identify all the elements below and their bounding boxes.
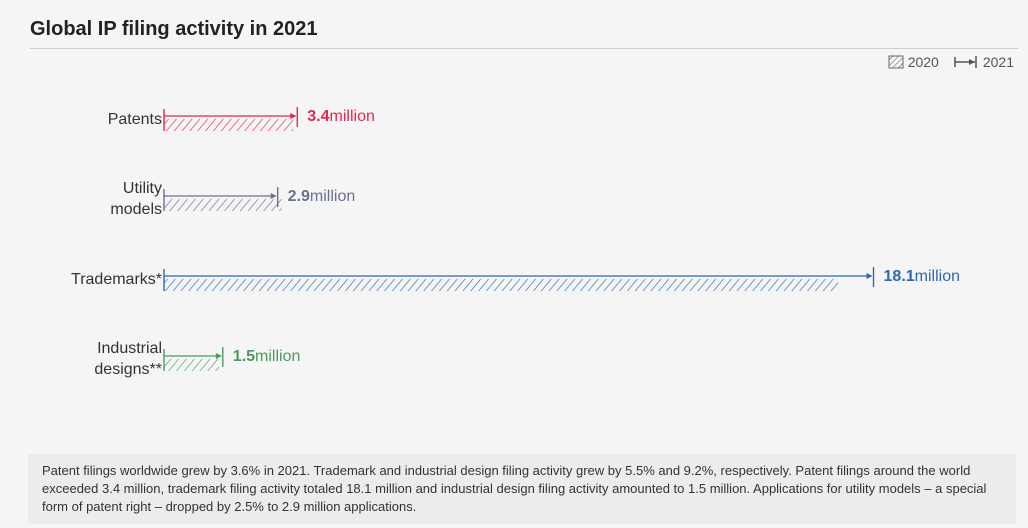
value-number: 2.9 [287,188,310,205]
category-label-utility: Utility models [14,178,162,220]
bar-2020-patents [164,119,294,131]
value-number: 1.5 [232,348,256,365]
legend-item-2020: 2020 [888,54,939,70]
title-divider [30,48,1018,49]
legend-label-2020: 2020 [907,54,939,70]
value-unit: million [309,188,356,205]
bracket-arrow-icon [954,56,977,68]
category-label-trademarks: Trademarks* [14,269,162,290]
bar-2020-trademarks [164,279,839,291]
legend-label-2021: 2021 [982,54,1014,70]
category-label-line: Trademarks* [71,270,162,288]
bar-2020-utility [164,199,282,211]
chart-legend: 2020 2021 [888,54,1014,70]
bar-2021-designs [163,347,224,371]
value-label-designs: 1.5million [233,348,301,366]
category-label-line: Utility [122,180,162,197]
bar-2020-designs [164,359,219,371]
legend-item-2021: 2021 [953,54,1014,70]
bar-2021-trademarks [163,267,875,291]
value-label-patents: 3.4million [307,108,375,126]
chart-title: Global IP filing activity in 2021 [30,18,318,40]
value-unit: million [329,108,375,125]
hatch-swatch-icon [888,55,904,69]
bar-chart-svg [163,107,875,371]
bar-2021-utility [163,187,279,211]
value-label-trademarks: 18.1million [884,268,960,286]
value-unit: million [914,268,960,285]
value-unit: million [255,348,301,365]
value-label-utility: 2.9million [288,188,356,206]
bar-2021-patents [163,107,298,131]
summary-note: Patent filings worldwide grew by 3.6% in… [28,454,1016,524]
category-label-line: designs** [94,361,162,378]
chart-card: Global IP filing activity in 2021 2020 2 [14,4,1028,528]
category-label-patents: Patents [14,109,162,130]
category-label-line: Patents [107,110,162,128]
value-number: 3.4 [307,108,330,125]
category-label-line: models [110,201,162,218]
category-label-designs: Industrial designs** [14,338,162,380]
category-label-line: Industrial [97,340,162,357]
value-number: 18.1 [883,268,915,285]
